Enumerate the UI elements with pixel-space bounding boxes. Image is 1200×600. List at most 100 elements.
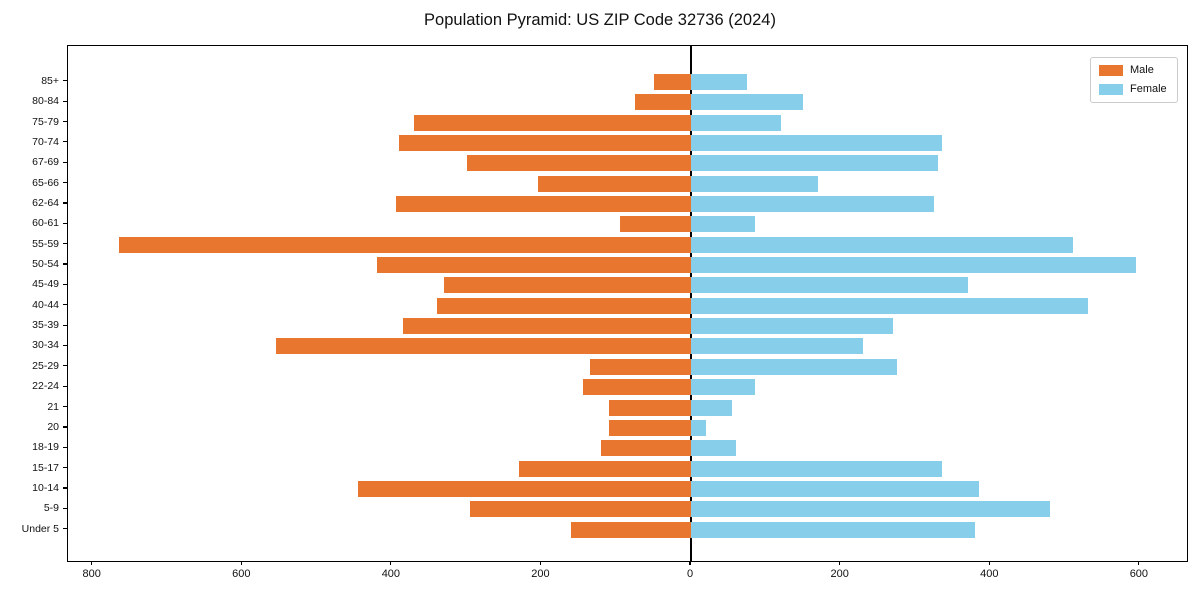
age-axis-label: 62-64 <box>32 196 59 209</box>
y-tick-mark <box>63 385 67 387</box>
bar-female <box>691 216 755 233</box>
bar-female <box>691 73 748 90</box>
legend-female-label: Female <box>1130 83 1167 95</box>
plot-area <box>67 45 1188 562</box>
age-axis-label: 60-61 <box>32 217 59 230</box>
age-axis-label: 80-84 <box>32 95 59 108</box>
y-tick-mark <box>63 243 67 245</box>
y-tick-mark <box>63 365 67 367</box>
bar-male <box>466 155 692 172</box>
bar-male <box>118 236 692 253</box>
bar-female <box>691 277 968 294</box>
x-tick-mark <box>240 561 242 565</box>
bar-female <box>691 379 755 396</box>
bar-female <box>691 419 707 436</box>
age-axis-label: 35-39 <box>32 319 59 332</box>
x-tick-label: 400 <box>980 568 999 580</box>
y-tick-mark <box>63 222 67 224</box>
bar-female <box>691 399 733 416</box>
y-tick-mark <box>63 80 67 82</box>
age-axis-label: 55-59 <box>32 237 59 250</box>
age-axis-label: 21 <box>47 400 59 413</box>
age-axis-label: 85+ <box>41 74 59 87</box>
age-axis-label: 25-29 <box>32 359 59 372</box>
legend-male-label: Male <box>1130 64 1154 76</box>
bar-female <box>691 94 804 111</box>
bar-male <box>601 440 692 457</box>
male-swatch-icon <box>1099 65 1123 76</box>
chart-title: Population Pyramid: US ZIP Code 32736 (2… <box>424 11 776 29</box>
bar-female <box>691 195 935 212</box>
legend-entry-male: Male <box>1099 64 1169 77</box>
x-tick-label: 0 <box>687 568 694 580</box>
bar-male <box>590 358 692 375</box>
bar-male <box>608 419 692 436</box>
bar-male <box>571 521 692 538</box>
bar-male <box>620 216 692 233</box>
bar-female <box>691 236 1073 253</box>
bar-female <box>691 501 1051 518</box>
y-tick-mark <box>63 446 67 448</box>
x-tick-mark <box>390 561 392 565</box>
bar-male <box>414 114 692 131</box>
x-tick-label: 800 <box>82 568 101 580</box>
x-tick-label: 600 <box>232 568 251 580</box>
bar-female <box>691 114 781 131</box>
bar-male <box>582 379 692 396</box>
bar-female <box>691 338 864 355</box>
bar-male <box>399 134 692 151</box>
x-tick-label: 400 <box>381 568 401 580</box>
bar-female <box>691 134 942 151</box>
x-tick-mark <box>91 561 93 565</box>
bar-female <box>691 155 938 172</box>
age-axis-label: 70-74 <box>32 135 59 148</box>
y-tick-mark <box>63 182 67 184</box>
y-tick-mark <box>63 467 67 469</box>
bar-male <box>653 73 692 90</box>
age-axis-label: 45-49 <box>32 278 59 291</box>
x-tick-mark <box>839 561 841 565</box>
x-tick-label: 200 <box>830 568 849 580</box>
y-tick-mark <box>63 263 67 265</box>
bar-female <box>691 521 976 538</box>
age-axis-label: 18-19 <box>32 441 59 454</box>
y-tick-mark <box>63 304 67 306</box>
zero-axis-line <box>690 46 692 561</box>
bar-female <box>691 175 819 192</box>
x-tick-mark <box>689 561 691 565</box>
age-axis-label: 15-17 <box>32 461 59 474</box>
age-axis-label: 10-14 <box>32 482 59 494</box>
bar-male <box>444 277 692 294</box>
y-tick-mark <box>63 344 67 347</box>
age-axis-label: 5-9 <box>43 502 59 515</box>
age-axis-label: 22-24 <box>32 380 59 393</box>
y-tick-mark <box>63 507 67 509</box>
y-tick-mark <box>63 487 67 489</box>
y-tick-mark <box>63 528 67 530</box>
bar-male <box>470 501 692 518</box>
y-tick-mark <box>63 405 67 408</box>
bar-female <box>691 460 942 477</box>
bar-female <box>691 358 897 375</box>
y-tick-mark <box>63 100 67 102</box>
bar-male <box>275 338 692 355</box>
x-tick-mark <box>539 561 542 565</box>
bar-female <box>691 318 894 335</box>
bar-male <box>436 297 692 314</box>
y-tick-mark <box>63 426 67 428</box>
x-tick-label: 200 <box>531 568 550 580</box>
bar-male <box>376 257 692 274</box>
y-tick-mark <box>63 324 67 326</box>
bar-male <box>358 481 692 497</box>
age-axis-label: 50-54 <box>32 258 59 271</box>
bar-male <box>634 94 692 111</box>
age-axis-label: 75-79 <box>32 115 59 128</box>
age-axis-label: 40-44 <box>32 298 59 311</box>
y-tick-mark <box>63 283 67 285</box>
bar-male <box>608 399 692 416</box>
y-tick-mark <box>63 120 67 123</box>
age-axis-label: 67-69 <box>32 156 59 169</box>
bar-female <box>691 257 1137 274</box>
legend: Male Female <box>1090 57 1178 103</box>
